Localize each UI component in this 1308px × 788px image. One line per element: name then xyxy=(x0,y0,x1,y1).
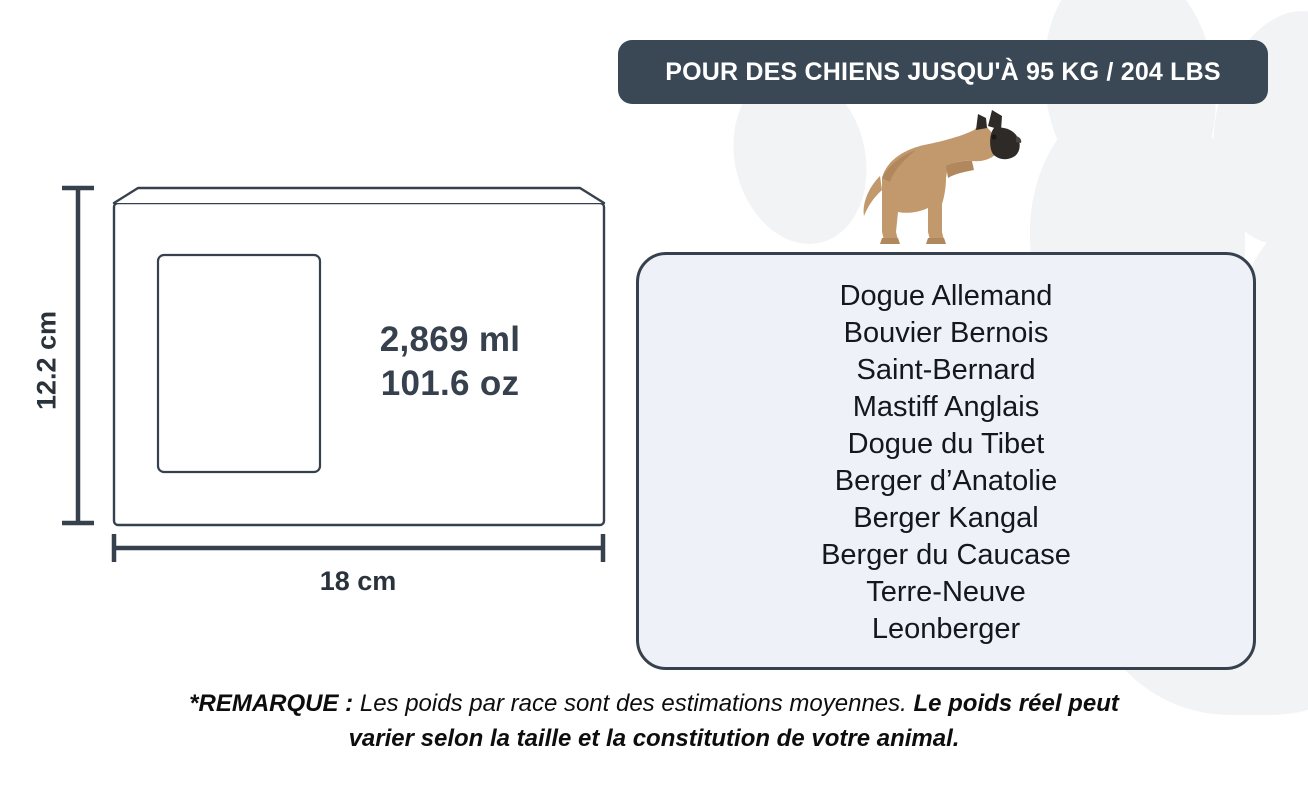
dog-nose xyxy=(1016,136,1022,143)
volume-oz: 101.6 oz xyxy=(380,364,520,403)
dog-chest-shade xyxy=(946,160,974,178)
dog-ear-front xyxy=(988,110,1002,130)
dog-haunch-shade xyxy=(882,150,916,182)
dog-icon xyxy=(863,110,1022,244)
footnote: *REMARQUE : Les poids par race sont des … xyxy=(154,686,1154,756)
width-label: 18 cm xyxy=(319,566,397,596)
breed-list-item: Dogue du Tibet xyxy=(847,428,1045,460)
breed-list-item: Dogue Allemand xyxy=(839,280,1053,312)
breed-list-item: Mastiff Anglais xyxy=(852,391,1040,423)
dog-muzzle-mask xyxy=(990,127,1020,160)
package-volume: 2,869 ml 101.6 oz xyxy=(300,318,600,406)
breed-list-item: Saint-Bernard xyxy=(856,354,1036,386)
dog-rear-paw xyxy=(880,238,900,244)
breed-list-item: Berger Kangal xyxy=(853,502,1039,534)
header-banner-title: POUR DES CHIENS JUSQU'À 95 KG / 204 LBS xyxy=(665,57,1221,86)
breed-list-item: Berger d’Anatolie xyxy=(834,465,1058,497)
package-top-bevel xyxy=(112,186,606,205)
breed-list-item: Bouvier Bernois xyxy=(843,317,1049,349)
dog-front-paw xyxy=(926,238,946,244)
volume-ml: 2,869 ml xyxy=(379,320,521,359)
height-label: 12.2 cm xyxy=(31,310,62,411)
breed-list-panel: Dogue Allemand Bouvier Bernois Saint-Ber… xyxy=(636,252,1256,670)
package-label-panel xyxy=(156,253,322,474)
header-banner: POUR DES CHIENS JUSQU'À 95 KG / 204 LBS xyxy=(618,40,1268,104)
dog-eye xyxy=(991,134,997,140)
breed-list-item: Berger du Caucase xyxy=(821,539,1071,571)
breed-list-item: Leonberger xyxy=(871,613,1021,645)
footnote-emphasis: Le poids réel peut varier selon la taill… xyxy=(348,690,1119,752)
dog-ear-rear xyxy=(976,114,987,130)
footnote-regular: Les poids par race sont des estimations … xyxy=(353,690,914,717)
breed-list-item: Terre-Neuve xyxy=(866,576,1026,608)
footnote-lead: *REMARQUE : xyxy=(189,690,354,717)
dog-body xyxy=(882,126,998,240)
dog-tail xyxy=(863,176,882,216)
great-dane-illustration xyxy=(858,104,1028,252)
